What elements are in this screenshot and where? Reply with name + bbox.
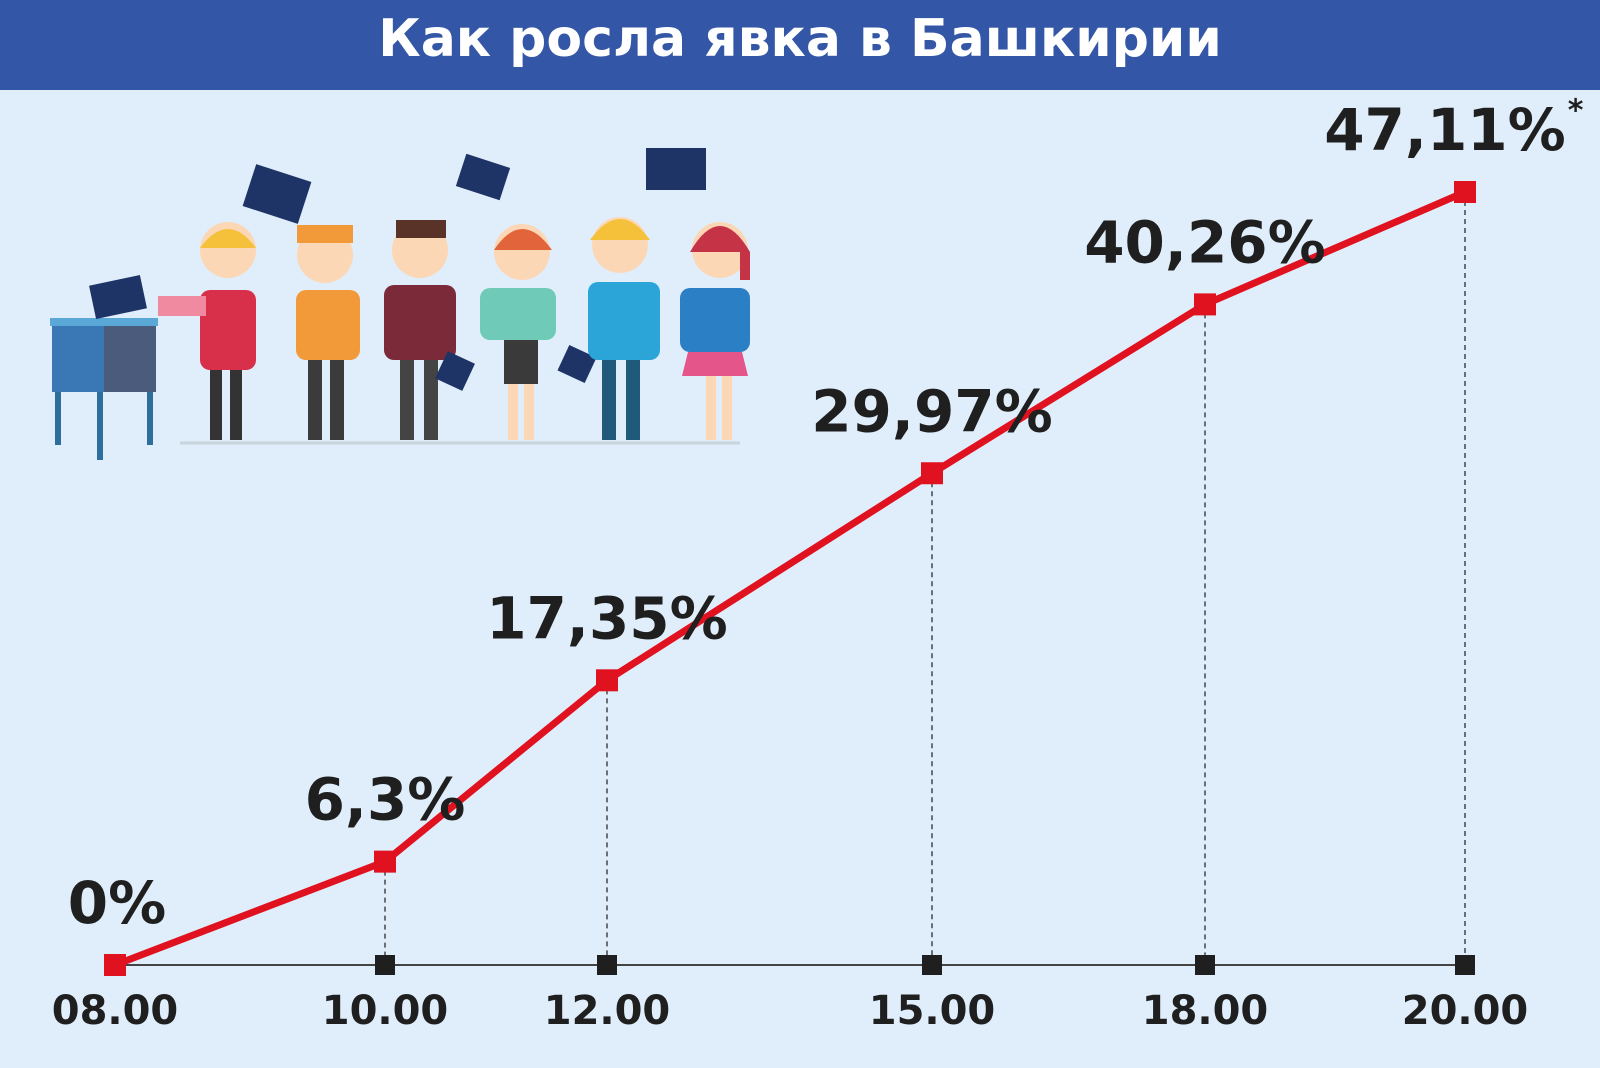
tick-mark — [1195, 955, 1215, 975]
value-label: 29,97% — [811, 377, 1053, 445]
tick-mark — [922, 955, 942, 975]
x-tick-label: 15.00 — [869, 988, 996, 1034]
x-tick-label: 20.00 — [1402, 988, 1529, 1034]
footnote-mark: * — [1568, 94, 1584, 129]
x-tick-label: 08.00 — [52, 988, 179, 1034]
x-tick-label: 10.00 — [322, 988, 449, 1034]
tick-mark — [375, 955, 395, 975]
point — [1454, 181, 1476, 203]
point — [921, 462, 943, 485]
title-bar — [0, 0, 1600, 90]
chart-title: Как росла явка в Башкирии — [378, 9, 1222, 69]
value-label: 40,26% — [1084, 209, 1326, 277]
value-label: 6,3% — [305, 766, 466, 834]
point — [104, 954, 126, 976]
point — [596, 669, 618, 692]
x-tick-label: 12.00 — [544, 988, 671, 1034]
tick-mark — [597, 955, 617, 975]
illustration — [50, 148, 750, 460]
value-label: 47,11% — [1324, 96, 1566, 164]
point — [1194, 293, 1216, 316]
value-label: 0% — [68, 869, 166, 937]
point — [374, 850, 396, 873]
tick-mark — [1455, 955, 1475, 975]
value-label: 17,35% — [486, 584, 728, 652]
x-tick-label: 18.00 — [1142, 988, 1269, 1034]
line — [113, 188, 1467, 969]
